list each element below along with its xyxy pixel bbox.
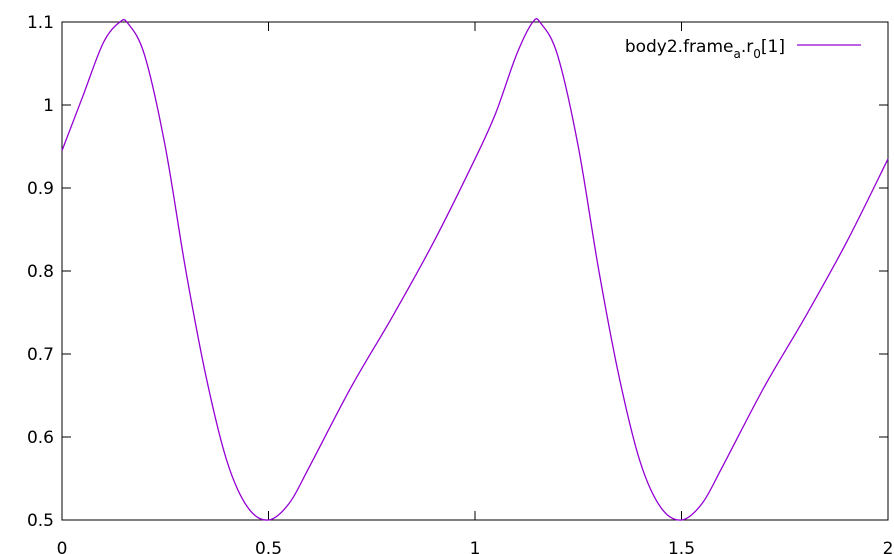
- x-tick-label: 2: [883, 539, 894, 554]
- legend-label-sub-0: 0: [753, 47, 761, 61]
- legend-label-sub-a: a: [734, 47, 741, 61]
- legend-label-mid: .r: [741, 37, 753, 57]
- series-layer: [61, 18, 889, 521]
- series-line: [61, 18, 889, 521]
- y-tick-label: 0.8: [27, 262, 54, 282]
- y-tick-label: 0.6: [27, 428, 54, 448]
- y-tick-label: 0.7: [27, 345, 54, 365]
- x-tick-label: 0.5: [255, 539, 282, 554]
- x-tick-label: 1.5: [668, 539, 695, 554]
- y-tick-label: 0.9: [27, 179, 54, 199]
- legend: body2.framea.r0[1]: [625, 37, 861, 61]
- legend-label: body2.framea.r0[1]: [625, 37, 785, 61]
- y-tick-label: 0.5: [27, 511, 54, 531]
- legend-label-base: body2.frame: [625, 37, 734, 57]
- x-tick-label: 1: [470, 539, 481, 554]
- legend-label-tail: [1]: [761, 37, 785, 57]
- y-tick-label: 1.1: [27, 13, 54, 33]
- x-tick-label: 0: [57, 539, 68, 554]
- axis-ticks: 0 0.5 1 1.5 20.50.60.70.80.911.1: [27, 13, 893, 554]
- y-tick-label: 1: [43, 96, 54, 116]
